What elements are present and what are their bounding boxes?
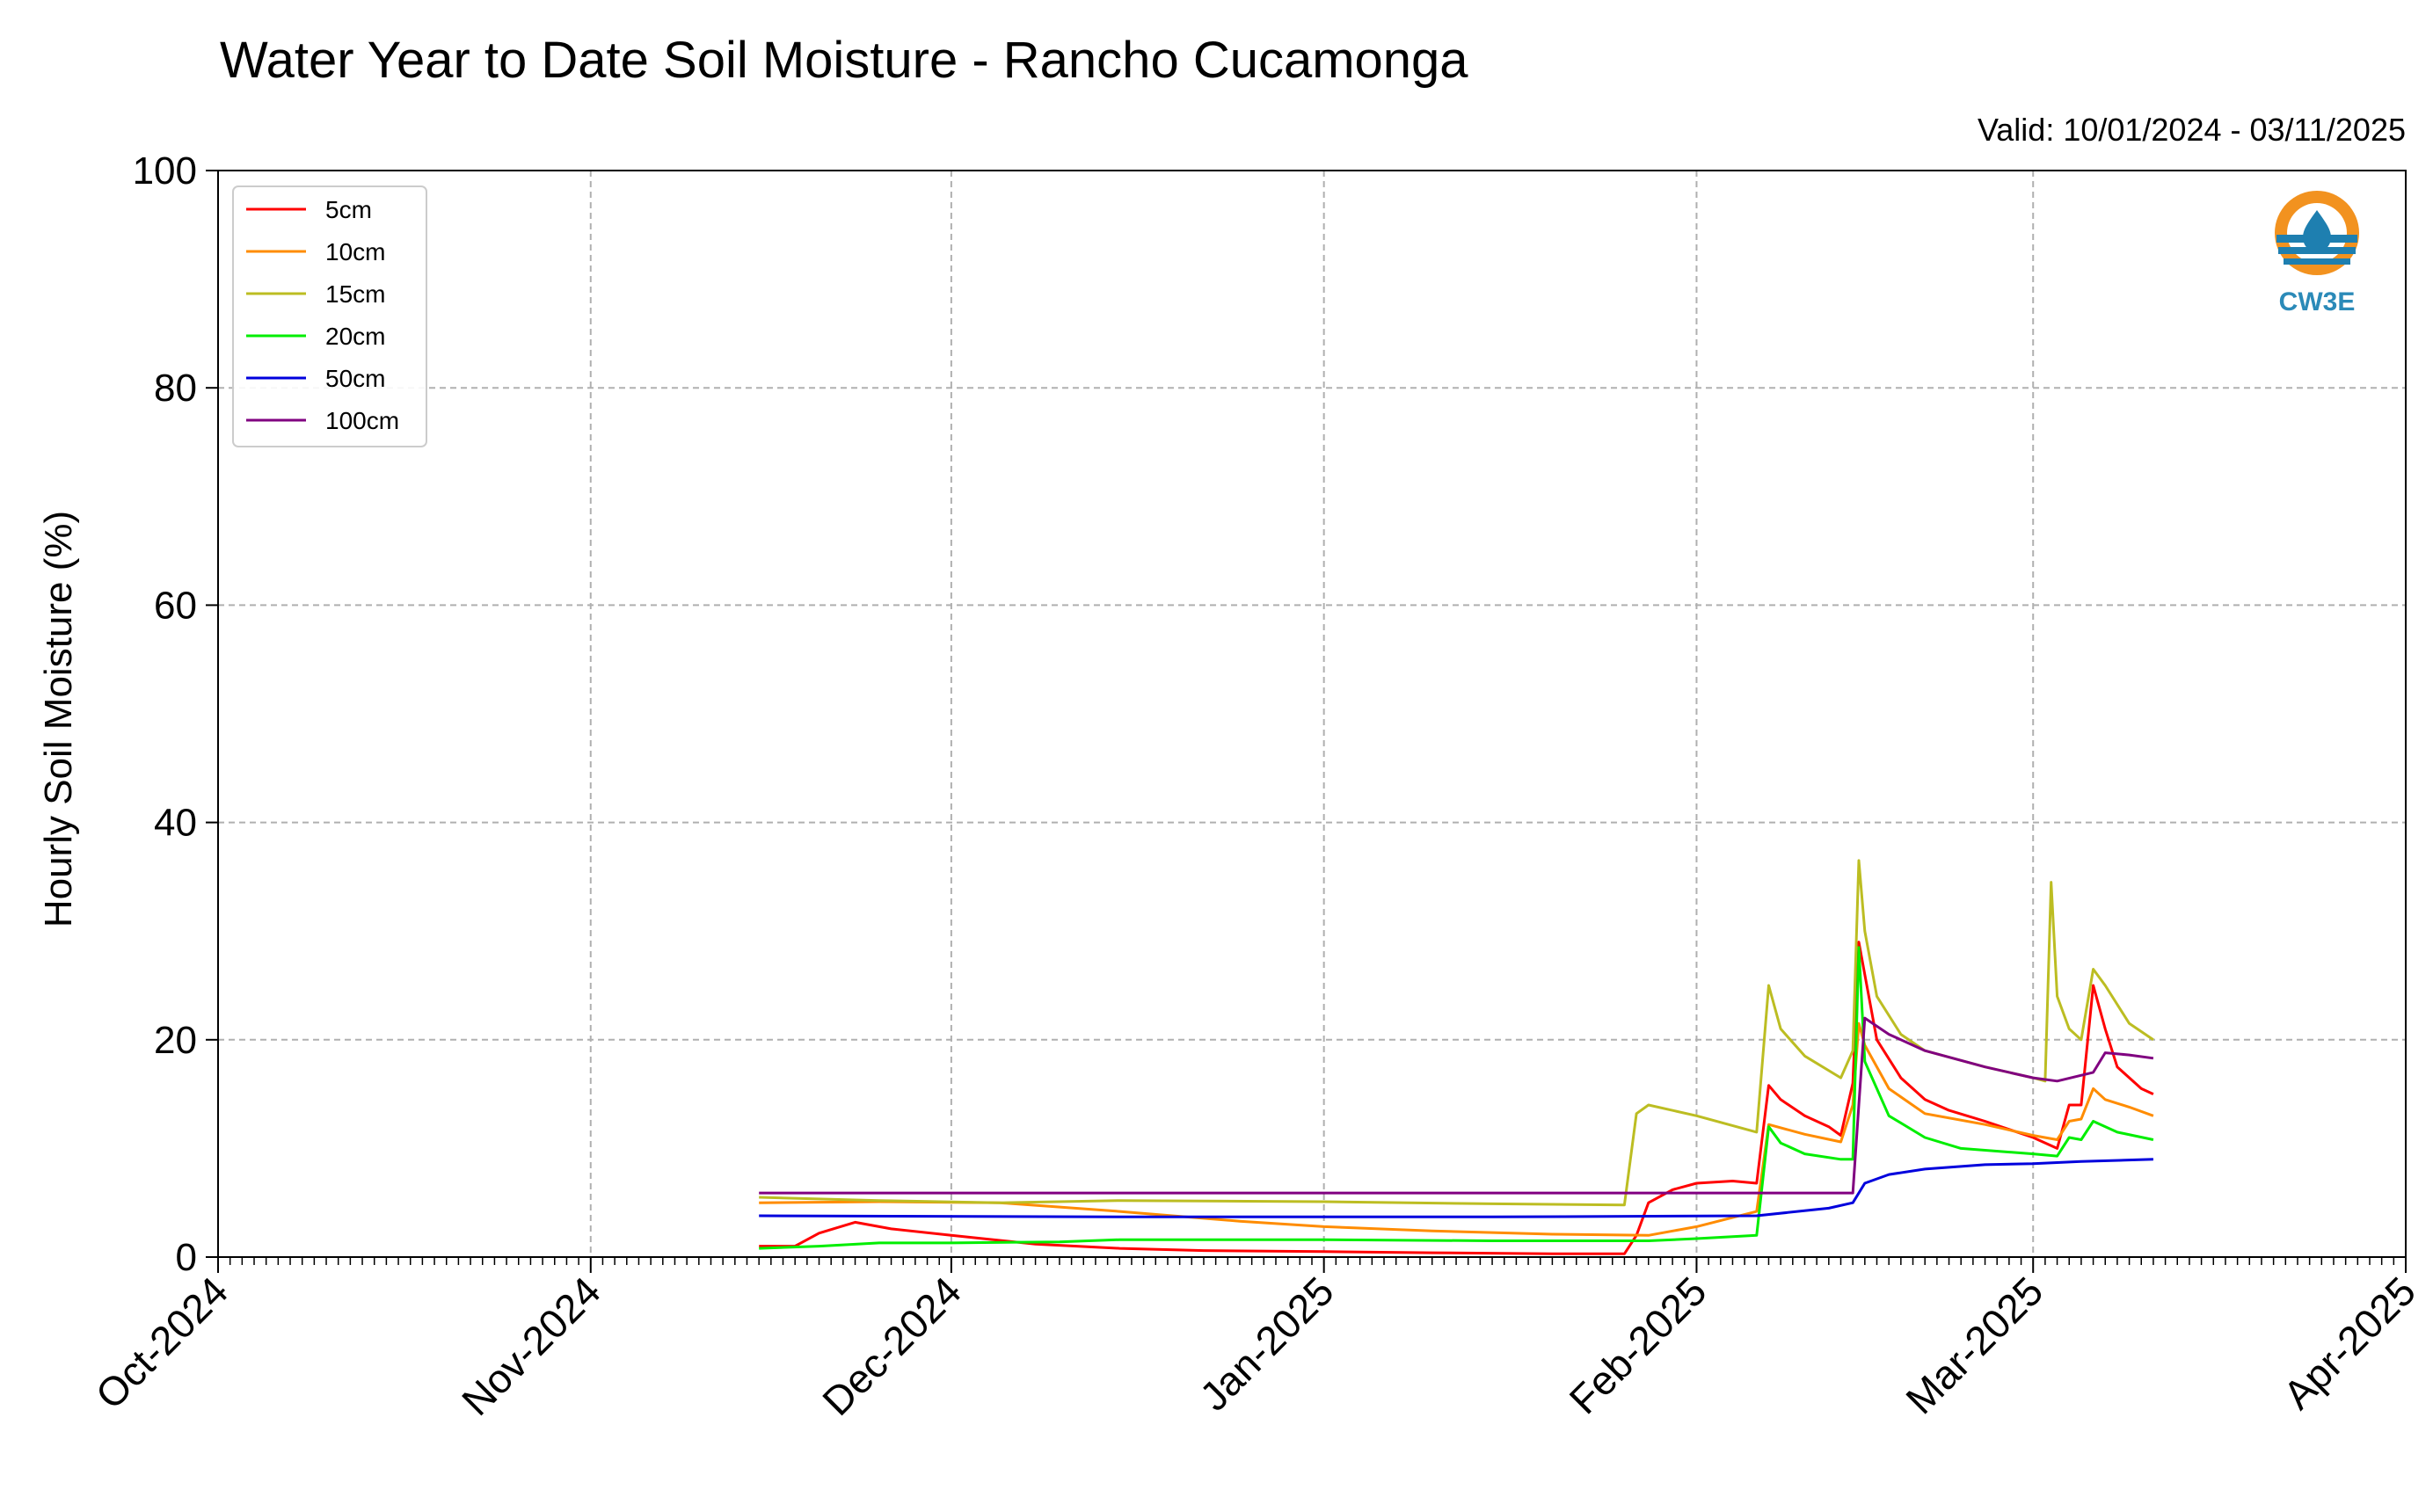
y-tick-label: 60: [154, 584, 197, 627]
x-tick-label: Apr-2025: [2274, 1268, 2424, 1418]
series-line-20cm: [759, 946, 2154, 1250]
y-tick-label: 80: [154, 367, 197, 410]
x-tick-label: Nov-2024: [453, 1268, 609, 1424]
series-line-50cm: [759, 1158, 2153, 1218]
series-line-15cm: [759, 859, 2154, 1207]
axes: 0 20 40 60 80 100 Oct-2024 Nov-2024 Dec-2024 Jan-…: [87, 149, 2425, 1424]
series-line-10cm: [759, 1021, 2154, 1237]
legend-label-15cm: 15cm: [325, 280, 385, 308]
legend-label-20cm: 20cm: [325, 323, 385, 350]
x-tick-label: Dec-2024: [813, 1268, 970, 1424]
logo-text: CW3E: [2279, 287, 2356, 316]
y-tick-label: 20: [154, 1019, 197, 1062]
legend-label-5cm: 5cm: [325, 196, 372, 223]
chart-title: Water Year to Date Soil Moisture - Ranch…: [220, 32, 1468, 89]
y-tick-label: 100: [133, 149, 197, 193]
x-tick-label: Mar-2025: [1897, 1268, 2051, 1422]
x-tick-label: Jan-2025: [1191, 1268, 1342, 1419]
x-tick-label: Oct-2024: [87, 1268, 237, 1418]
plot-area-frame: [217, 170, 2407, 1258]
valid-date-range: Valid: 10/01/2024 - 03/11/2025: [1978, 112, 2406, 148]
grid-lines: [217, 170, 2407, 1258]
legend-label-10cm: 10cm: [325, 238, 385, 265]
series-line-100cm: [759, 1016, 2154, 1195]
legend: 5cm 10cm 15cm 20cm 50cm 100cm: [232, 185, 427, 447]
series-lines: [759, 859, 2154, 1255]
legend-label-50cm: 50cm: [325, 365, 385, 392]
x-tick-label: Feb-2025: [1561, 1268, 1715, 1422]
legend-label-100cm: 100cm: [325, 407, 399, 434]
y-tick-label: 40: [154, 802, 197, 845]
y-axis-label: Hourly Soil Moisture (%): [37, 511, 80, 927]
logo-wave-band-3: [2284, 258, 2350, 265]
series-line-5cm: [759, 941, 2154, 1255]
cw3e-logo: CW3E: [2275, 191, 2359, 316]
logo-droplet-icon: [2303, 210, 2331, 252]
y-tick-label: 0: [176, 1236, 197, 1279]
